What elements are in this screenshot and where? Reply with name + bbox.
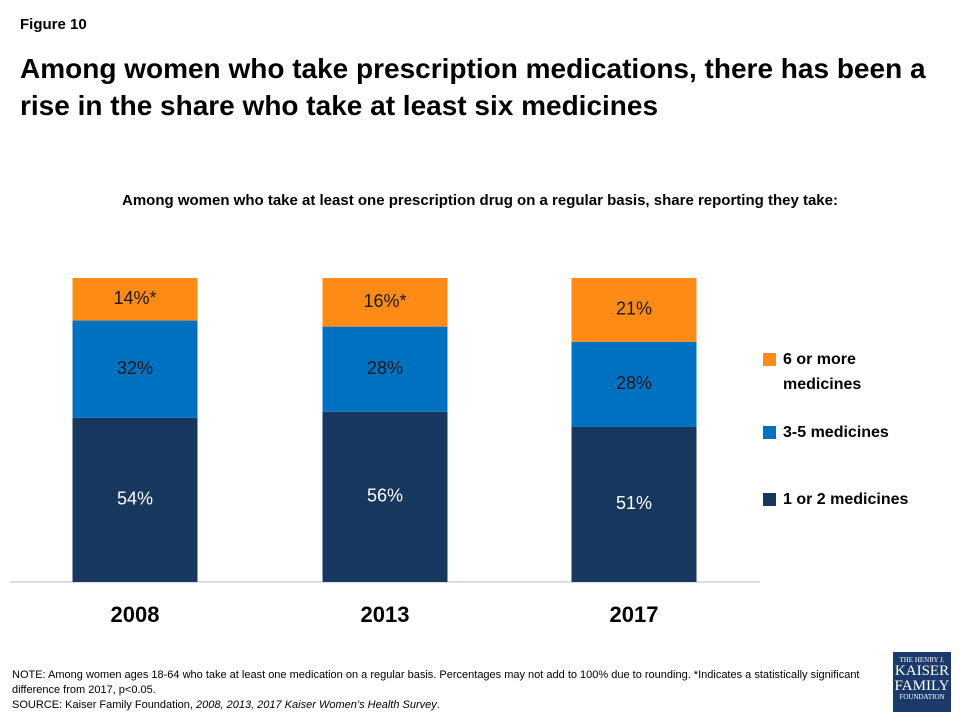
bar-segment (322, 278, 448, 327)
source-end: . (436, 699, 440, 711)
bar-segment (322, 411, 448, 582)
value-label: 32% (117, 358, 153, 378)
value-label: 21% (616, 299, 652, 319)
legend-label: 6 or more medicines (783, 351, 862, 393)
chart: 54% 32% 14%* 2008 56% 28% 16%* 2013 51% 28% 21% 201… (10, 278, 760, 627)
logo-line: THE HENRY J. (899, 656, 945, 664)
source-title: 2008, 2013, 2017 Kaiser Women’s Health S… (196, 699, 437, 711)
bar-segment (571, 426, 697, 582)
value-label: 56% (367, 486, 403, 506)
value-label: 51% (616, 493, 652, 513)
x-tick-label: 2017 (610, 602, 659, 627)
x-tick-label: 2008 (111, 602, 160, 627)
logo-line: FAMILY (894, 678, 950, 694)
value-label: 14%* (113, 288, 156, 308)
footnote: NOTE: Among women ages 18-64 who take at… (12, 668, 862, 713)
logo-line: KAISER (894, 663, 950, 679)
bar-segment (571, 278, 697, 342)
bar-segment (72, 320, 198, 418)
logo: THE HENRY J. KAISER FAMILY FOUNDATION (893, 652, 951, 712)
chart-subtitle: Among women who take at least one prescr… (122, 192, 838, 209)
x-tick-label: 2013 (361, 602, 410, 627)
bar-segment (322, 326, 448, 412)
source-text: SOURCE: Kaiser Family Foundation, (12, 699, 197, 711)
chart-title: Among women who take prescription medica… (20, 53, 926, 121)
legend-swatch (763, 353, 776, 366)
bar-segment (72, 278, 198, 321)
logo-line: FOUNDATION (899, 693, 945, 701)
bar-segment (571, 341, 697, 427)
value-label: 28% (616, 373, 652, 393)
value-label: 16%* (363, 291, 406, 311)
legend-swatch (763, 493, 776, 506)
figure-label: Figure 10 (20, 16, 87, 33)
bar-segment (72, 417, 198, 582)
note: NOTE: Among women ages 18-64 who take at… (12, 669, 860, 696)
legend-swatch (763, 426, 776, 439)
legend-label: 3-5 medicines (783, 424, 889, 441)
source: SOURCE: Kaiser Family Foundation, 2008, … (12, 698, 862, 713)
value-label: 28% (367, 358, 403, 378)
legend-label: 1 or 2 medicines (783, 491, 909, 508)
value-label: 54% (117, 489, 153, 509)
